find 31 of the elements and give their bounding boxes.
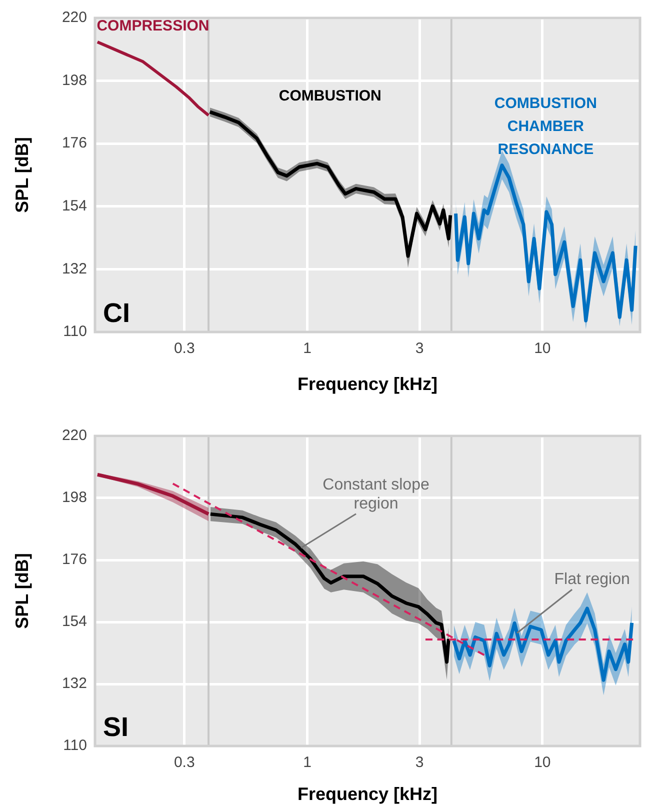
x-tick-label: 3 [415, 754, 424, 772]
x-tick-label: 10 [534, 754, 551, 772]
y-axis-title: SPL [dB] [12, 137, 32, 213]
annotation: SI [103, 712, 129, 742]
x-tick-label: 0.3 [174, 340, 195, 358]
y-tick-label: 154 [62, 198, 87, 215]
y-tick-label: 154 [62, 613, 87, 630]
series-label: COMPRESSION [96, 18, 210, 35]
y-tick-label: 198 [62, 72, 87, 89]
y-tick-label: 198 [62, 489, 87, 506]
y-tick-label: 220 [62, 9, 87, 26]
y-tick-label: 132 [62, 675, 87, 692]
x-tick-label: 1 [303, 340, 312, 358]
y-tick-label: 176 [62, 134, 87, 152]
y-axis-title: SPL [dB] [12, 553, 32, 629]
text: COMBUSTION [278, 88, 382, 105]
annotation: Flat region [554, 570, 630, 588]
annotation: Constant slope region [322, 476, 430, 512]
y-tick-label: 110 [63, 737, 87, 754]
x-tick-label: 3 [415, 340, 424, 358]
x-tick-label: 0.3 [174, 754, 195, 772]
series-label: COMBUSTION CHAMBER RESONANCE [494, 94, 597, 158]
y-tick-label: 220 [62, 427, 87, 444]
y-tick-label: 132 [62, 260, 87, 278]
x-axis-title: Frequency [kHz] [297, 374, 438, 394]
x-tick-label: 10 [534, 340, 551, 358]
x-tick-label: 1 [303, 754, 312, 772]
x-axis-title: Frequency [kHz] [297, 784, 438, 804]
annotation: CI [103, 298, 130, 328]
y-tick-label: 110 [63, 323, 87, 340]
y-tick-label: 176 [62, 551, 87, 568]
